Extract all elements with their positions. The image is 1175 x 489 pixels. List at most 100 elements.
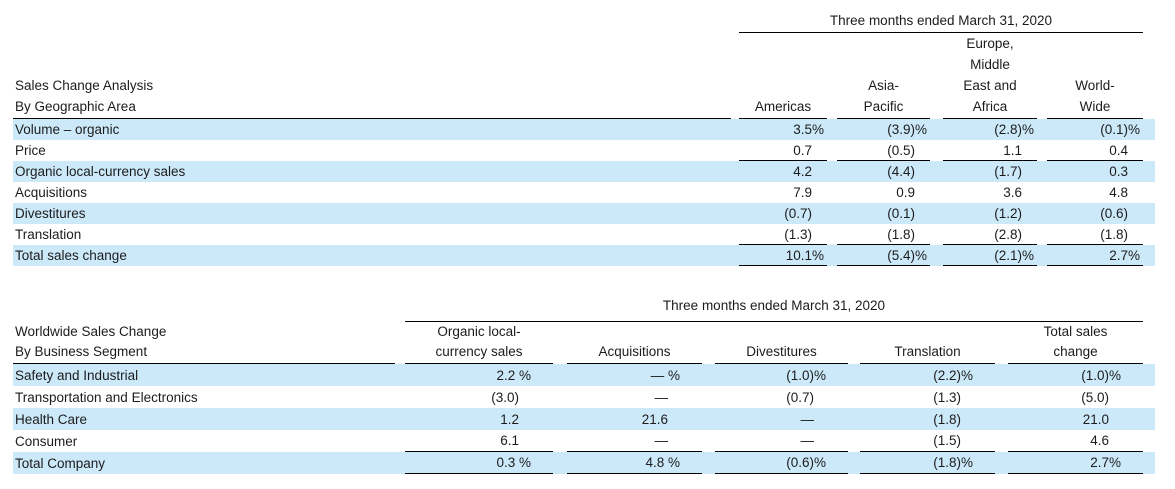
percent-sign: %: [812, 247, 825, 263]
column-header-organic: Organic local-: [437, 324, 521, 339]
percent-sign: %: [1128, 247, 1141, 263]
value-cell: 4.2: [731, 161, 827, 182]
value-cell: 0.3 %: [395, 452, 553, 474]
row-label-cell: Transportation and Electronics: [13, 386, 395, 408]
value-cell: (5.4)%: [827, 245, 930, 266]
period-header: Three months ended March 31, 2020: [662, 298, 886, 313]
row-label-cell: Divestitures: [13, 203, 731, 224]
value-number: 7.9: [793, 185, 812, 200]
row-filler: [1143, 408, 1155, 430]
spacer-cell: [1143, 292, 1155, 322]
row-filler: [1143, 364, 1155, 386]
row-label: Acquisitions: [15, 185, 88, 200]
value-cell: 0.4: [1037, 140, 1143, 161]
table-title-line2: By Geographic Area: [15, 99, 136, 114]
row-filler: [1143, 386, 1155, 408]
value-cell: (1.2): [930, 203, 1037, 224]
value-cell: (0.5): [827, 140, 930, 161]
value-number: (0.7): [786, 389, 814, 405]
row-label: Price: [15, 143, 46, 158]
value-cell: 2.2 %: [395, 364, 553, 386]
row-label-cell: Health Care: [13, 408, 395, 430]
value-number: (5.4): [887, 247, 915, 263]
value-number: (3.9): [887, 122, 915, 137]
value-number: —: [800, 411, 815, 427]
value-number: 1.1: [1003, 142, 1022, 158]
value-number: (1.8): [887, 226, 915, 242]
column-header-cell: Translation: [848, 322, 995, 364]
value-cell: 4.8 %: [553, 452, 702, 474]
business-segment-sales-table: Three months ended March 31, 2020 Worldw…: [13, 292, 1155, 474]
value-cell: (1.8)%: [848, 452, 995, 474]
value-number: —: [654, 433, 669, 448]
value-number: (1.8): [933, 411, 961, 427]
value-cell: 21.6: [553, 408, 702, 430]
table-row: Total Company 0.3 % 4.8 % (0.6)% (1.8)% 2.7%: [13, 452, 1155, 474]
value-number: (1.8): [933, 455, 961, 470]
value-cell: (1.0)%: [702, 364, 848, 386]
value-number: 6.1: [500, 433, 519, 448]
value-number: 21.6: [641, 411, 668, 427]
percent-sign: %: [814, 367, 827, 383]
table-title-cell: Worldwide Sales Change By Business Segme…: [13, 322, 395, 364]
row-label: Transportation and Electronics: [15, 389, 198, 405]
table-row: Acquisitions 7.9 0.9 3.6 4.8: [13, 182, 1155, 203]
value-cell: 0.7: [731, 140, 827, 161]
percent-sign: %: [668, 367, 681, 383]
column-header-translation: Translation: [894, 344, 961, 359]
value-number: 0.3: [1109, 164, 1128, 179]
value-number: —: [654, 389, 669, 405]
column-header-divestitures: Divestitures: [746, 344, 817, 359]
value-cell: (0.7): [731, 203, 827, 224]
value-number: (1.8): [1100, 226, 1128, 242]
value-cell: (1.8): [848, 408, 995, 430]
row-label-cell: Safety and Industrial: [13, 364, 395, 386]
percent-sign: %: [814, 455, 827, 470]
value-cell: 4.6: [995, 430, 1143, 452]
column-header-cell: Acquisitions: [553, 322, 702, 364]
value-number: (1.2): [994, 206, 1022, 221]
column-header-emea: Europe,: [966, 36, 1014, 51]
value-number: (2.1): [994, 247, 1022, 263]
row-label: Translation: [15, 227, 82, 242]
value-number: (3.0): [491, 389, 519, 405]
column-header-cell: Total sales change: [995, 322, 1143, 364]
value-cell: 21.0: [995, 408, 1143, 430]
value-cell: —: [553, 386, 702, 408]
percent-sign: %: [961, 455, 974, 470]
row-label-cell: Organic local-currency sales: [13, 161, 731, 182]
table-row: Volume – organic 3.5% (3.9)% (2.8)% (0.1)%: [13, 119, 1155, 140]
table-title-line1: Worldwide Sales Change: [15, 324, 167, 339]
table-row: Divestitures (0.7) (0.1) (1.2) (0.6): [13, 203, 1155, 224]
percent-sign: %: [1128, 122, 1141, 137]
table-title-line2: By Business Segment: [15, 344, 148, 359]
value-cell: 6.1: [395, 430, 553, 452]
value-number: (0.1): [1100, 122, 1128, 137]
row-label: Divestitures: [15, 206, 86, 221]
percent-sign: %: [915, 247, 928, 263]
value-cell: (5.0): [995, 386, 1143, 408]
row-label-cell: Consumer: [13, 430, 395, 452]
value-cell: —: [553, 430, 702, 452]
spacer-cell: [1143, 33, 1155, 119]
value-cell: 0.3: [1037, 161, 1143, 182]
value-number: 3.6: [1003, 185, 1022, 200]
value-number: (1.3): [933, 389, 961, 405]
value-cell: (1.0)%: [995, 364, 1143, 386]
row-label-cell: Acquisitions: [13, 182, 731, 203]
percent-sign: %: [961, 367, 974, 383]
value-cell: (0.6)%: [702, 452, 848, 474]
value-number: (0.1): [887, 206, 915, 221]
table-row: Safety and Industrial 2.2 % — % (1.0)% (2.2)…: [13, 364, 1155, 386]
percent-sign: %: [519, 455, 532, 470]
row-label-cell: Total sales change: [13, 245, 731, 266]
row-label-cell: Volume – organic: [13, 119, 731, 140]
column-header-cell: Organic local- currency sales: [395, 322, 553, 364]
table-row: Transportation and Electronics (3.0) — (0.7…: [13, 386, 1155, 408]
value-number: 4.6: [1090, 433, 1109, 448]
value-cell: (1.7): [930, 161, 1037, 182]
value-cell: 1.1: [930, 140, 1037, 161]
column-header-cell: Europe, Middle East and Africa: [930, 33, 1037, 119]
period-header-row: Three months ended March 31, 2020: [13, 0, 1155, 33]
value-number: (1.0): [1081, 367, 1109, 383]
